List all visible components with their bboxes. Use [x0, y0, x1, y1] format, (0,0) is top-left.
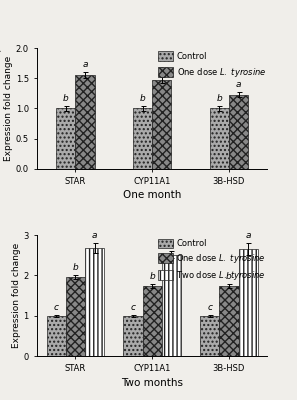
Bar: [210, 108, 229, 169]
X-axis label: Two months: Two months: [121, 378, 183, 388]
Bar: [56, 108, 75, 169]
X-axis label: One month: One month: [123, 190, 181, 200]
Bar: [229, 94, 248, 169]
Text: a: a: [236, 80, 241, 89]
Text: c: c: [54, 302, 59, 312]
Text: c: c: [130, 302, 135, 312]
Y-axis label: Expression fold change: Expression fold change: [4, 56, 13, 161]
Text: b: b: [140, 94, 146, 103]
Bar: [133, 108, 152, 169]
Bar: [200, 316, 219, 356]
Bar: [47, 316, 66, 356]
Text: a: a: [82, 60, 88, 69]
Text: b: b: [226, 272, 232, 281]
Bar: [143, 286, 162, 356]
Bar: [238, 249, 258, 356]
Text: b: b: [72, 263, 78, 272]
Bar: [75, 75, 95, 169]
Text: a: a: [159, 65, 165, 74]
Bar: [124, 316, 143, 356]
Text: A: A: [0, 42, 1, 55]
Legend: Control, One dose $\it{L.}$ $\it{tyrosine}$, Two dose $\it{L.}$ $\it{tyrosine}$: Control, One dose $\it{L.}$ $\it{tyrosin…: [157, 237, 268, 284]
Text: b: b: [63, 94, 69, 103]
Text: B: B: [0, 229, 1, 242]
Bar: [152, 80, 171, 169]
Text: b: b: [149, 272, 155, 280]
Bar: [162, 254, 181, 356]
Text: c: c: [207, 302, 212, 312]
Text: a: a: [169, 239, 174, 248]
Bar: [85, 248, 104, 356]
Legend: Control, One dose $\it{L.}$ $\it{tyrosine}$: Control, One dose $\it{L.}$ $\it{tyrosin…: [157, 50, 268, 80]
Text: b: b: [217, 94, 222, 103]
Y-axis label: Expression fold change: Expression fold change: [12, 243, 20, 348]
Text: a: a: [92, 231, 97, 240]
Bar: [66, 277, 85, 356]
Bar: [219, 286, 238, 356]
Text: a: a: [245, 231, 251, 240]
